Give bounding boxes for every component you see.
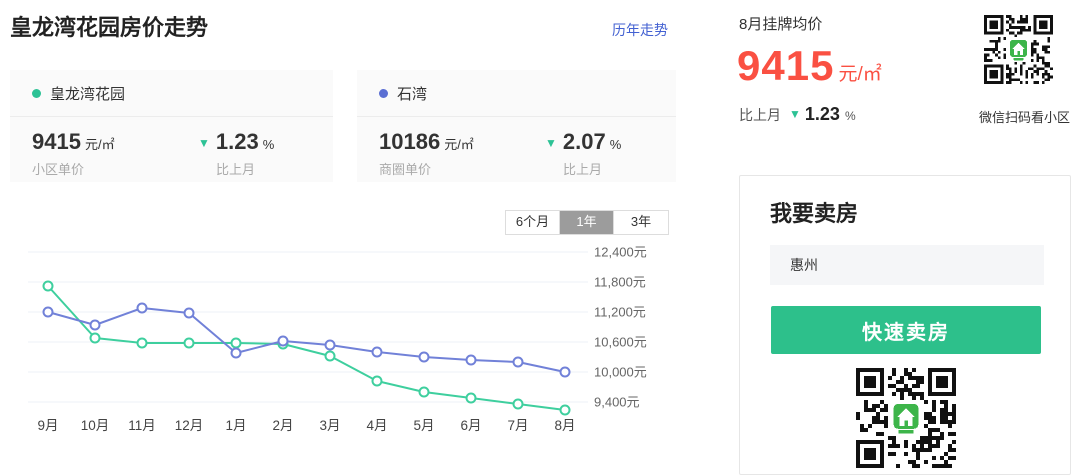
sell-qr-code-icon	[856, 368, 956, 468]
card-header: 石湾	[357, 70, 676, 117]
x-axis-label: 7月	[507, 418, 528, 433]
card-header: 皇龙湾花园	[10, 70, 333, 117]
listing-price: 9415 元/㎡	[737, 42, 882, 90]
sell-house-card: 我要卖房 惠州 快速卖房	[739, 175, 1071, 475]
compare-label: 比上月	[739, 107, 781, 123]
tab-3-years[interactable]: 3年	[614, 211, 668, 234]
x-axis-label: 5月	[413, 418, 434, 433]
quick-sell-button[interactable]: 快速卖房	[771, 306, 1041, 354]
history-trend-link[interactable]: 历年走势	[612, 22, 668, 38]
data-point	[418, 386, 430, 398]
tab-6-months[interactable]: 6个月	[506, 211, 560, 234]
change-unit: %	[262, 137, 275, 152]
district-name: 石湾	[397, 85, 428, 103]
data-point	[136, 302, 148, 314]
x-axis-label: 6月	[460, 418, 481, 433]
listing-price-value: 9415	[737, 42, 835, 89]
legend-dot-green-icon	[32, 88, 41, 98]
price-trend-chart: 12,400元 11,800元 11,200元 10,600元 10,000元 9,400…	[28, 245, 647, 433]
series-line	[47, 285, 566, 411]
data-point	[371, 375, 383, 387]
data-point	[42, 280, 54, 292]
y-axis-label: 12,400元	[594, 245, 647, 260]
listing-compare: 比上月 ▼ 1.23 %	[739, 104, 856, 125]
change-unit: %	[609, 137, 622, 152]
data-point	[559, 404, 571, 416]
data-point	[230, 337, 242, 349]
x-axis-label: 12月	[175, 418, 204, 433]
compare-value: 1.23	[804, 104, 840, 124]
page-title: 皇龙湾花园房价走势	[10, 15, 209, 40]
data-point	[136, 337, 148, 349]
community-name: 皇龙湾花园	[50, 85, 126, 103]
data-point	[230, 347, 242, 359]
down-arrow-icon: ▼	[545, 136, 557, 150]
data-point	[89, 319, 101, 331]
data-point	[324, 350, 336, 362]
y-axis-label: 9,400元	[594, 395, 640, 410]
y-axis-label: 11,200元	[594, 305, 646, 320]
x-axis-label: 2月	[272, 418, 293, 433]
data-point	[512, 398, 524, 410]
data-point	[371, 346, 383, 358]
tab-1-year[interactable]: 1年	[560, 211, 614, 234]
data-point	[183, 307, 195, 319]
x-axis-label: 9月	[37, 418, 58, 433]
change-label: 比上月	[563, 162, 603, 177]
y-axis-label: 11,800元	[594, 275, 646, 290]
data-point	[465, 354, 477, 366]
district-price: 10186	[379, 129, 441, 154]
data-point	[42, 306, 54, 318]
district-price-card: 石湾 10186 元/㎡ 商圈单价 ▼ 2.07 % 比上月	[357, 70, 676, 182]
x-axis-label: 4月	[366, 418, 387, 433]
compare-unit: %	[844, 109, 856, 123]
y-axis-label: 10,600元	[594, 335, 647, 350]
data-point	[465, 392, 477, 404]
data-point	[512, 356, 524, 368]
data-point	[559, 366, 571, 378]
sell-card-title: 我要卖房	[770, 201, 859, 226]
change-value: 1.23	[215, 129, 259, 154]
series-line	[47, 307, 566, 373]
x-axis-label: 10月	[81, 418, 110, 433]
card-body: 10186 元/㎡ 商圈单价 ▼ 2.07 % 比上月	[357, 117, 676, 178]
price-label: 小区单价	[32, 162, 85, 177]
down-arrow-icon: ▼	[198, 136, 210, 150]
price-label: 商圈单价	[379, 162, 432, 177]
change-label: 比上月	[216, 162, 256, 177]
data-point	[89, 332, 101, 344]
time-range-tabs: 6个月 1年 3年	[505, 210, 669, 235]
legend-dot-blue-icon	[379, 88, 388, 98]
community-price: 9415	[32, 129, 81, 154]
data-point	[418, 351, 430, 363]
qr-caption: 微信扫码看小区	[979, 110, 1071, 125]
community-price-card: 皇龙湾花园 9415 元/㎡ 小区单价 ▼ 1.23 % 比上月	[10, 70, 333, 182]
wechat-qr-code-icon	[984, 15, 1053, 84]
listing-price-unit: 元/㎡	[838, 64, 882, 85]
city-input[interactable]: 惠州	[770, 245, 1044, 285]
card-body: 9415 元/㎡ 小区单价 ▼ 1.23 % 比上月	[10, 117, 333, 178]
down-arrow-icon: ▼	[789, 107, 801, 121]
data-point	[324, 339, 336, 351]
x-axis-label: 3月	[319, 418, 340, 433]
y-axis-label: 10,000元	[594, 365, 647, 380]
price-unit: 元/㎡	[444, 137, 474, 152]
data-point	[183, 337, 195, 349]
x-axis-label: 8月	[554, 418, 575, 433]
price-unit: 元/㎡	[84, 137, 115, 152]
data-point	[277, 335, 289, 347]
listing-price-title: 8月挂牌均价	[739, 16, 823, 33]
x-axis-label: 1月	[225, 418, 246, 433]
change-value: 2.07	[562, 129, 606, 154]
x-axis-label: 11月	[128, 418, 156, 433]
